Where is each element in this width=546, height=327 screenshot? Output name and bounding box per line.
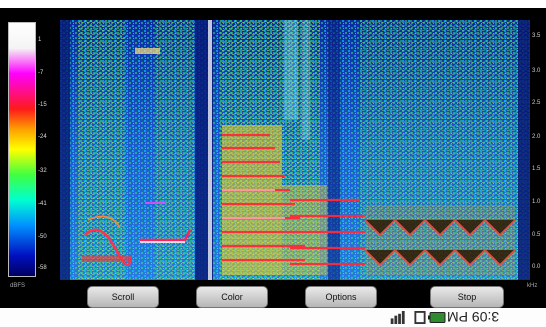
dbfs-color-scale — [8, 22, 36, 277]
options-button[interactable]: Options — [305, 286, 377, 308]
spectrogram-image — [60, 20, 530, 280]
status-time: 3:09 PM — [447, 309, 500, 325]
khz-tick: 3.5 — [532, 33, 541, 39]
top-edge — [0, 0, 546, 8]
dbfs-tick: 1 — [38, 37, 42, 43]
scroll-button[interactable]: Scroll — [87, 286, 159, 308]
khz-tick: 3.0 — [532, 68, 541, 74]
khz-tick: 1.5 — [532, 166, 541, 172]
dbfs-tick: -24 — [38, 134, 47, 140]
dbfs-tick: -7 — [38, 70, 44, 76]
khz-tick: 2.5 — [532, 100, 541, 106]
dbfs-tick: -58 — [38, 265, 47, 271]
notification-icon — [414, 311, 426, 324]
spectrogram-display — [60, 20, 530, 280]
color-scale-bar — [8, 22, 36, 277]
spectrogram-app: 1 -7 -15 -24 -32 -41 -50 -58 dBFS — [0, 8, 546, 308]
dbfs-unit-label: dBFS — [10, 283, 26, 289]
control-button-bar: Scroll Color Options Stop — [0, 280, 546, 316]
system-status-bar: 3:09 PM — [0, 308, 546, 327]
khz-tick: 0.0 — [532, 264, 541, 270]
khz-tick: 1.0 — [532, 199, 541, 205]
dbfs-tick: -32 — [38, 168, 47, 174]
khz-unit-label: kHz — [527, 283, 538, 289]
stop-button[interactable]: Stop — [430, 286, 504, 308]
dbfs-tick: -50 — [38, 234, 47, 240]
signal-icon — [390, 311, 405, 324]
dbfs-tick: -41 — [38, 201, 47, 207]
battery-icon — [428, 312, 446, 323]
khz-tick: 2.0 — [532, 134, 541, 140]
dbfs-tick: -15 — [38, 102, 47, 108]
khz-tick: 0.5 — [532, 232, 541, 238]
color-button[interactable]: Color — [196, 286, 268, 308]
